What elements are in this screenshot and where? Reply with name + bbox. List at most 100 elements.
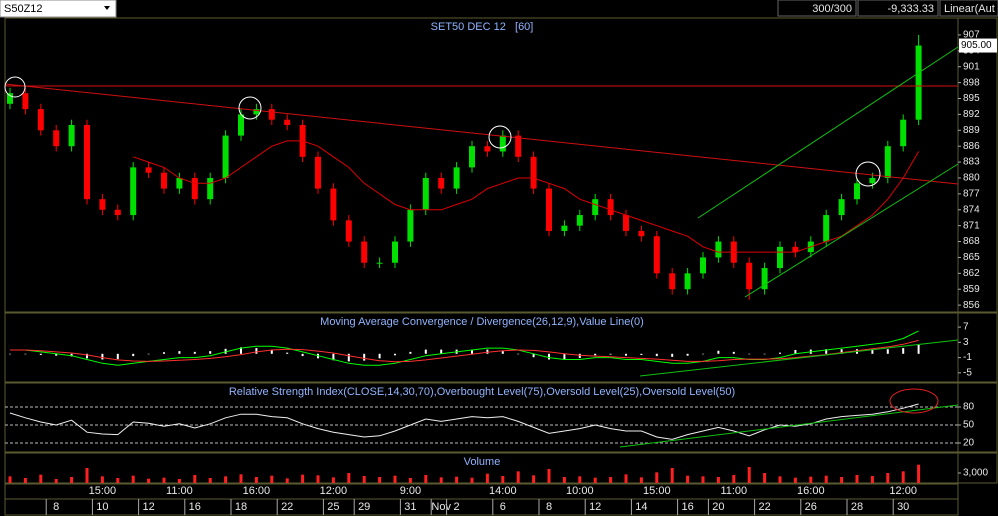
candle-body [638,230,645,237]
candle-body [854,183,860,200]
volume-bar [362,476,366,483]
candle-body [792,246,799,253]
x-date-label: 12 [142,501,154,513]
volume-bar [347,473,351,483]
y-tick-label: 874 [963,204,980,215]
y-tick-label: -1 [963,352,972,363]
candle-body [746,262,753,290]
y-tick-label: 865 [963,252,980,263]
volume-bar [886,473,890,483]
histogram-bar [286,352,289,354]
y-tick-label: 7 [963,322,969,333]
histogram-bar [655,353,658,357]
candle-body [130,167,137,216]
volume-bar [239,474,243,483]
x-time-label: 15:00 [89,485,117,497]
candle-body [469,146,475,168]
volume-bar [501,476,505,483]
volume-bar [285,478,289,483]
panel-title: Relative Strength Index(CLOSE,14,30,70),… [229,386,735,398]
histogram-bar [548,353,550,360]
volume-bar [131,475,135,483]
candle-body [376,262,383,264]
y-tick-label: 20 [963,438,975,449]
histogram-bar [394,353,396,356]
x-time-label: 14:00 [489,485,517,497]
panel-title: SET50 DEC 12 [60] [431,21,534,33]
histogram-bar [101,353,104,360]
histogram-bar [578,353,581,358]
y-tick-label: 880 [963,173,980,184]
volume-bar [716,477,720,483]
volume-bar [624,474,628,483]
trend-line [4,83,959,185]
histogram-bar [501,351,504,354]
candle-body [530,156,537,189]
histogram-bar [193,351,196,354]
histogram-bar [363,353,366,361]
y-tick-label: 871 [963,220,980,231]
histogram-bar [794,349,797,354]
y-tick-label: 883 [963,157,980,168]
histogram-bar [347,353,350,362]
candle-body [114,209,121,216]
y-tick-label: 862 [963,268,980,279]
candle-body [453,167,460,189]
last-price-box [959,38,997,53]
histogram-bar [517,353,520,355]
y-tick-label: 50 [963,420,975,431]
marker-circle [238,96,262,120]
candle-body [176,177,183,189]
candle-body [361,241,368,263]
candle-body [207,177,214,200]
candle-body [777,246,783,269]
volume-bar [670,468,674,483]
x-date-label: 18 [235,501,247,513]
channel-upper [697,46,959,219]
y-tick-label: 901 [963,61,980,72]
x-date-label: 14 [635,501,647,513]
volume-bar [701,476,705,483]
candle-body [7,93,13,104]
y-tick-label: 895 [963,93,980,104]
candle-body [761,268,768,290]
histogram-bar [116,353,119,360]
count-text: 300/300 [812,3,852,15]
volume-bar [8,476,12,483]
volume-bar [870,476,874,483]
axis-frame [957,312,998,383]
value-text: -9,333.33 [888,3,934,15]
histogram-bar [163,352,165,354]
scale-box[interactable] [939,0,998,17]
x-date-label: 22 [758,501,770,513]
x-date-label: 29 [358,501,370,513]
y-tick-label: 3,000 [963,468,988,479]
value-box [857,0,939,17]
volume-bar [639,477,643,483]
candle-body [546,188,552,231]
histogram-bar [55,353,58,356]
volume-bar [578,476,582,483]
volume-bar [562,477,566,483]
volume-bar [70,477,74,483]
y-tick-label: 859 [963,284,980,295]
volume-bar [609,477,613,483]
moving-average [133,140,920,253]
volume-bar [516,471,520,483]
candle-body [515,135,522,157]
symbol-combobox[interactable] [0,0,117,18]
x-date-label: 16 [681,501,693,513]
volume-bar [193,475,197,483]
histogram-bar [609,353,612,355]
histogram-bar [640,353,643,355]
candle-body [392,241,398,263]
candle-body [900,119,907,147]
x-date-label: 25 [327,501,339,513]
candle-body [268,109,275,120]
combo-arrow [104,6,110,10]
y-tick-label: 886 [963,141,980,152]
volume-bar [532,475,536,483]
candle-body [422,177,429,210]
histogram-bar [717,350,720,354]
